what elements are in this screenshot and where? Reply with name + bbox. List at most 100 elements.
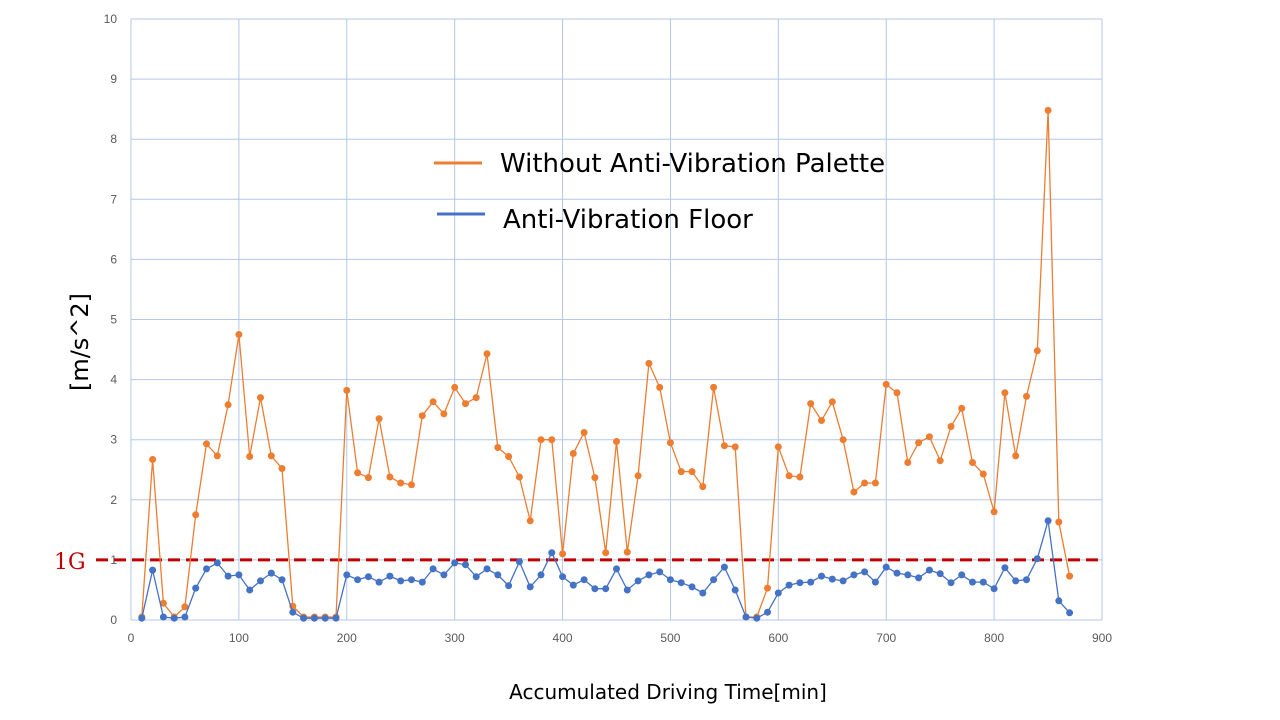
data-point <box>893 569 901 577</box>
data-point <box>699 589 707 597</box>
data-point <box>451 559 459 567</box>
data-point <box>710 383 718 391</box>
data-point <box>1023 392 1030 400</box>
data-point <box>990 585 998 593</box>
data-point <box>418 578 426 586</box>
data-point <box>505 453 513 460</box>
data-point <box>720 442 728 450</box>
data-point <box>666 576 674 584</box>
data-point <box>343 571 351 579</box>
data-point <box>904 571 912 579</box>
data-point <box>1033 347 1041 355</box>
data-point <box>354 469 362 477</box>
data-point <box>472 394 480 402</box>
data-point <box>203 565 210 573</box>
data-point <box>235 331 243 338</box>
data-point <box>688 583 696 591</box>
data-point <box>742 613 750 621</box>
data-point <box>451 383 459 391</box>
data-point <box>764 584 771 592</box>
data-point <box>537 436 545 444</box>
data-point <box>656 568 664 576</box>
data-point <box>429 565 437 573</box>
data-point <box>213 559 221 567</box>
data-point <box>364 573 372 581</box>
data-point <box>785 581 793 589</box>
data-point <box>710 576 718 584</box>
data-point <box>753 614 761 622</box>
data-point <box>785 472 793 480</box>
data-point <box>375 578 383 586</box>
x-tick-label: 400 <box>553 631 573 645</box>
data-point <box>1055 597 1063 605</box>
data-point <box>925 433 933 441</box>
data-point <box>666 439 674 447</box>
x-tick-label: 900 <box>1092 631 1112 645</box>
data-point <box>515 558 523 566</box>
data-point <box>634 577 642 585</box>
x-tick-label: 500 <box>660 631 680 645</box>
data-point <box>936 570 944 578</box>
data-point <box>947 423 955 430</box>
data-point <box>1023 576 1030 584</box>
data-point <box>149 456 157 463</box>
y-tick-label: 3 <box>110 433 117 447</box>
data-point <box>440 571 448 579</box>
data-point <box>1055 518 1063 526</box>
data-point <box>807 400 815 408</box>
data-point <box>569 450 577 457</box>
series-anti-vibration-floor <box>138 517 1074 622</box>
data-point <box>159 613 167 621</box>
data-point <box>893 389 901 397</box>
data-point <box>947 579 955 587</box>
data-point <box>1033 555 1041 563</box>
data-point <box>850 571 858 579</box>
data-point <box>138 614 146 622</box>
data-point <box>267 452 275 460</box>
data-point <box>375 415 383 423</box>
data-point <box>159 599 167 607</box>
y-tick-label: 1 <box>110 553 117 567</box>
data-point <box>429 398 437 406</box>
data-point <box>764 608 771 616</box>
data-point <box>397 479 405 487</box>
data-point <box>839 577 847 585</box>
data-point <box>677 579 685 587</box>
data-point <box>257 394 264 402</box>
data-point <box>882 563 890 571</box>
data-point <box>623 586 631 594</box>
x-axis-title: Accumulated Driving Time[min] <box>509 680 827 704</box>
data-point <box>321 614 329 622</box>
reference-line-group: 1G <box>54 550 1102 575</box>
data-point <box>343 386 351 394</box>
data-point <box>699 483 707 491</box>
data-point <box>882 380 890 388</box>
data-point <box>278 465 286 472</box>
data-point <box>807 578 815 586</box>
data-point <box>386 473 394 481</box>
data-point <box>828 398 836 406</box>
data-point <box>386 572 394 580</box>
data-point <box>149 566 157 574</box>
data-point <box>440 410 448 418</box>
data-point <box>688 468 696 476</box>
data-point <box>839 436 847 444</box>
data-point <box>731 443 739 451</box>
y-tick-label: 7 <box>110 192 117 206</box>
series <box>138 106 1074 622</box>
data-point <box>1044 517 1052 525</box>
data-point <box>526 517 534 525</box>
data-point <box>861 479 869 487</box>
data-point <box>505 582 513 590</box>
data-point <box>656 383 664 391</box>
y-tick-label: 2 <box>110 493 117 507</box>
data-point <box>300 614 308 622</box>
y-tick-label: 5 <box>110 313 117 327</box>
reference-line-label: 1G <box>54 550 86 575</box>
x-tick-label: 300 <box>445 631 465 645</box>
data-point <box>310 614 318 622</box>
y-tick-label: 4 <box>110 373 117 387</box>
data-point <box>591 585 599 593</box>
data-point <box>871 479 879 487</box>
